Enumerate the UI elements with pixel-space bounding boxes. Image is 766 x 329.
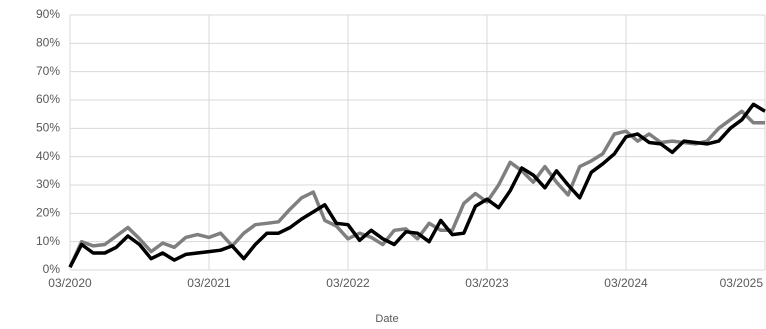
y-tick-label: 20% (36, 206, 60, 220)
y-tick-label: 0% (43, 262, 61, 276)
x-tick-label: 03/2025 (720, 276, 764, 290)
series-line (68, 102, 766, 268)
y-tick-label: 90% (36, 7, 60, 21)
x-tick-label: 03/2021 (187, 276, 231, 290)
x-tick-label: 03/2023 (465, 276, 509, 290)
y-tick-label: 70% (36, 64, 60, 78)
x-tick-label: 03/2024 (604, 276, 648, 290)
y-tick-label: 80% (36, 36, 60, 50)
x-tick-label: 03/2022 (326, 276, 370, 290)
series-line (68, 109, 765, 268)
x-axis-label: Date (375, 313, 398, 325)
y-tick-label: 40% (36, 149, 60, 163)
y-tick-label: 60% (36, 92, 60, 106)
x-tick-label: 03/2020 (48, 276, 92, 290)
y-tick-label: 10% (36, 234, 60, 248)
y-tick-label: 50% (36, 121, 60, 135)
y-tick-label: 30% (36, 177, 60, 191)
